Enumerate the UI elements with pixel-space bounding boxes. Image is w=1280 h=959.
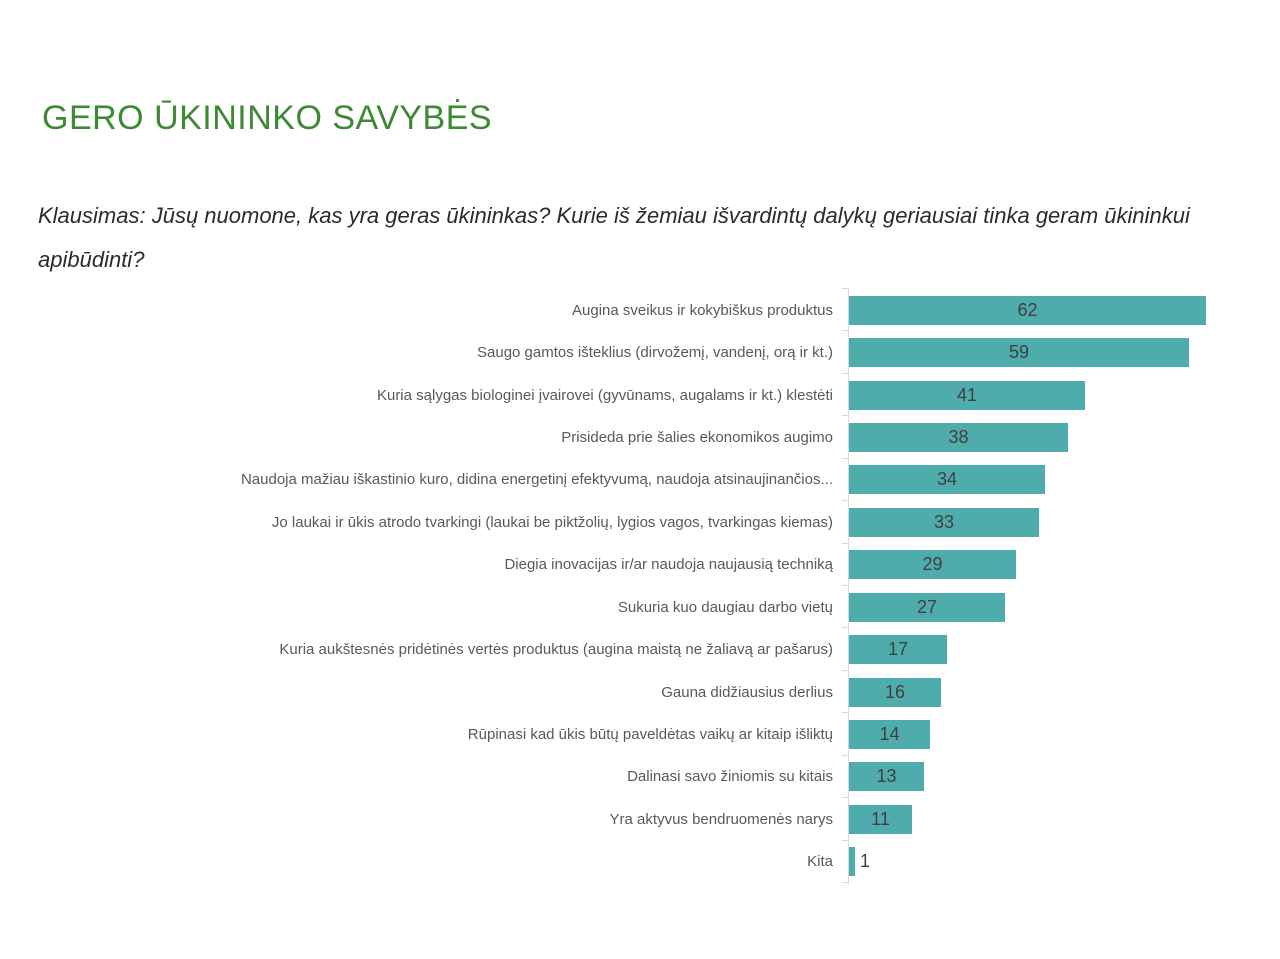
page-title: GERO ŪKININKO SAVYBĖS — [42, 99, 493, 137]
chart-row: Kuria aukštesnės pridėtinės vertės produ… — [0, 628, 1280, 670]
axis-tick — [842, 712, 849, 713]
value-label: 11 — [871, 808, 890, 829]
bar: 14 — [849, 719, 930, 749]
value-label: 17 — [887, 639, 909, 660]
category-label: Prisideda prie šalies ekonomikos augimo — [561, 428, 833, 446]
axis-tick — [842, 797, 849, 798]
category-label: Jo laukai ir ūkis atrodo tvarkingi (lauk… — [271, 513, 833, 531]
chart-row: Kita 1 — [0, 840, 1280, 882]
axis-tick — [842, 330, 849, 331]
chart-row: Diegia inovacijas ir/ar naudoja naujausi… — [0, 544, 1280, 586]
category-label: Rūpinasi kad ūkis būtų paveldėtas vaikų … — [467, 725, 833, 743]
question-text: Klausimas: Jūsų nuomone, kas yra geras ū… — [38, 203, 1190, 272]
chart-row: Dalinasi savo žiniomis su kitais 13 — [0, 756, 1280, 798]
chart-row: Gauna didžiausius derlius 16 — [0, 671, 1280, 713]
category-label: Dalinasi savo žiniomis su kitais — [627, 768, 833, 786]
bar: 34 — [849, 465, 1045, 495]
bar: 59 — [849, 338, 1189, 368]
bar-wrap: 33 — [849, 507, 1280, 537]
bar: 41 — [849, 380, 1085, 410]
bar: 27 — [849, 592, 1005, 622]
chart-row: Rūpinasi kad ūkis būtų paveldėtas vaikų … — [0, 713, 1280, 755]
bar-wrap: 34 — [849, 465, 1280, 495]
chart-row: Naudoja mažiau iškastinio kuro, didina e… — [0, 459, 1280, 501]
axis-tick — [842, 585, 849, 586]
chart-row: Prisideda prie šalies ekonomikos augimo 3… — [0, 416, 1280, 458]
value-label: 29 — [922, 554, 943, 575]
category-label: Kita — [807, 853, 833, 871]
bar: 29 — [849, 550, 1016, 580]
value-label: 41 — [956, 384, 978, 405]
axis-tick — [842, 458, 849, 459]
bar: 62 — [849, 295, 1206, 325]
chart-rows: Augina sveikus ir kokybiškus produktus 62… — [0, 289, 1280, 883]
chart-row: Kuria sąlygas biologinei įvairovei (gyvū… — [0, 374, 1280, 416]
bar: 13 — [849, 762, 924, 792]
category-label: Kuria aukštesnės pridėtinės vertės produ… — [279, 641, 833, 659]
bar — [849, 847, 855, 877]
value-label: 33 — [933, 511, 955, 532]
axis-tick — [842, 882, 849, 883]
category-label: Yra aktyvus bendruomenės narys — [609, 810, 833, 828]
category-label: Saugo gamtos išteklius (dirvožemį, vande… — [477, 344, 833, 362]
axis-tick — [842, 755, 849, 756]
bar: 38 — [849, 422, 1068, 452]
category-label: Gauna didžiausius derlius — [661, 683, 833, 701]
value-label: 13 — [876, 766, 897, 787]
bar-chart: Augina sveikus ir kokybiškus produktus 62… — [0, 288, 1280, 884]
axis-tick — [842, 840, 849, 841]
bar-wrap: 17 — [849, 635, 1280, 665]
value-label: 1 — [860, 851, 871, 872]
category-label: Augina sveikus ir kokybiškus produktus — [572, 301, 833, 319]
value-label: 59 — [1008, 342, 1030, 363]
chart-row: Saugo gamtos išteklius (dirvožemį, vande… — [0, 331, 1280, 373]
bar-wrap: 62 — [849, 295, 1280, 325]
chart-row: Augina sveikus ir kokybiškus produktus 62 — [0, 289, 1280, 331]
value-label: 27 — [916, 596, 938, 617]
category-label: Diegia inovacijas ir/ar naudoja naujausi… — [504, 556, 833, 574]
bar-wrap: 13 — [849, 762, 1280, 792]
axis-tick — [842, 415, 849, 416]
category-label: Naudoja mažiau iškastinio kuro, didina e… — [240, 471, 833, 489]
bar-wrap: 29 — [849, 550, 1280, 580]
bar-wrap: 41 — [849, 380, 1280, 410]
chart-row: Jo laukai ir ūkis atrodo tvarkingi (lauk… — [0, 501, 1280, 543]
bar-wrap: 59 — [849, 338, 1280, 368]
value-label: 34 — [936, 469, 958, 490]
bar: 33 — [849, 507, 1039, 537]
bar-wrap: 27 — [849, 592, 1280, 622]
chart-row: Yra aktyvus bendruomenės narys 11 — [0, 798, 1280, 840]
value-label: 62 — [1017, 299, 1038, 320]
bar: 11 — [849, 804, 912, 834]
value-label: 16 — [884, 681, 906, 702]
value-label: 38 — [948, 426, 969, 447]
axis-tick — [842, 500, 849, 501]
bar-wrap: 16 — [849, 677, 1280, 707]
axis-tick — [842, 670, 849, 671]
axis-tick — [842, 543, 849, 544]
bar-wrap: 11 — [849, 804, 1280, 834]
bar: 17 — [849, 635, 947, 665]
axis-tick — [842, 288, 849, 289]
bar: 16 — [849, 677, 941, 707]
bar-wrap: 1 — [849, 847, 1280, 877]
axis-tick — [842, 627, 849, 628]
bar-wrap: 38 — [849, 422, 1280, 452]
chart-row: Sukuria kuo daugiau darbo vietų 27 — [0, 586, 1280, 628]
category-label: Sukuria kuo daugiau darbo vietų — [617, 598, 833, 616]
axis-tick — [842, 373, 849, 374]
y-axis-line — [848, 288, 849, 884]
bar-wrap: 14 — [849, 719, 1280, 749]
category-label: Kuria sąlygas biologinei įvairovei (gyvū… — [376, 386, 833, 404]
value-label: 14 — [879, 723, 900, 744]
